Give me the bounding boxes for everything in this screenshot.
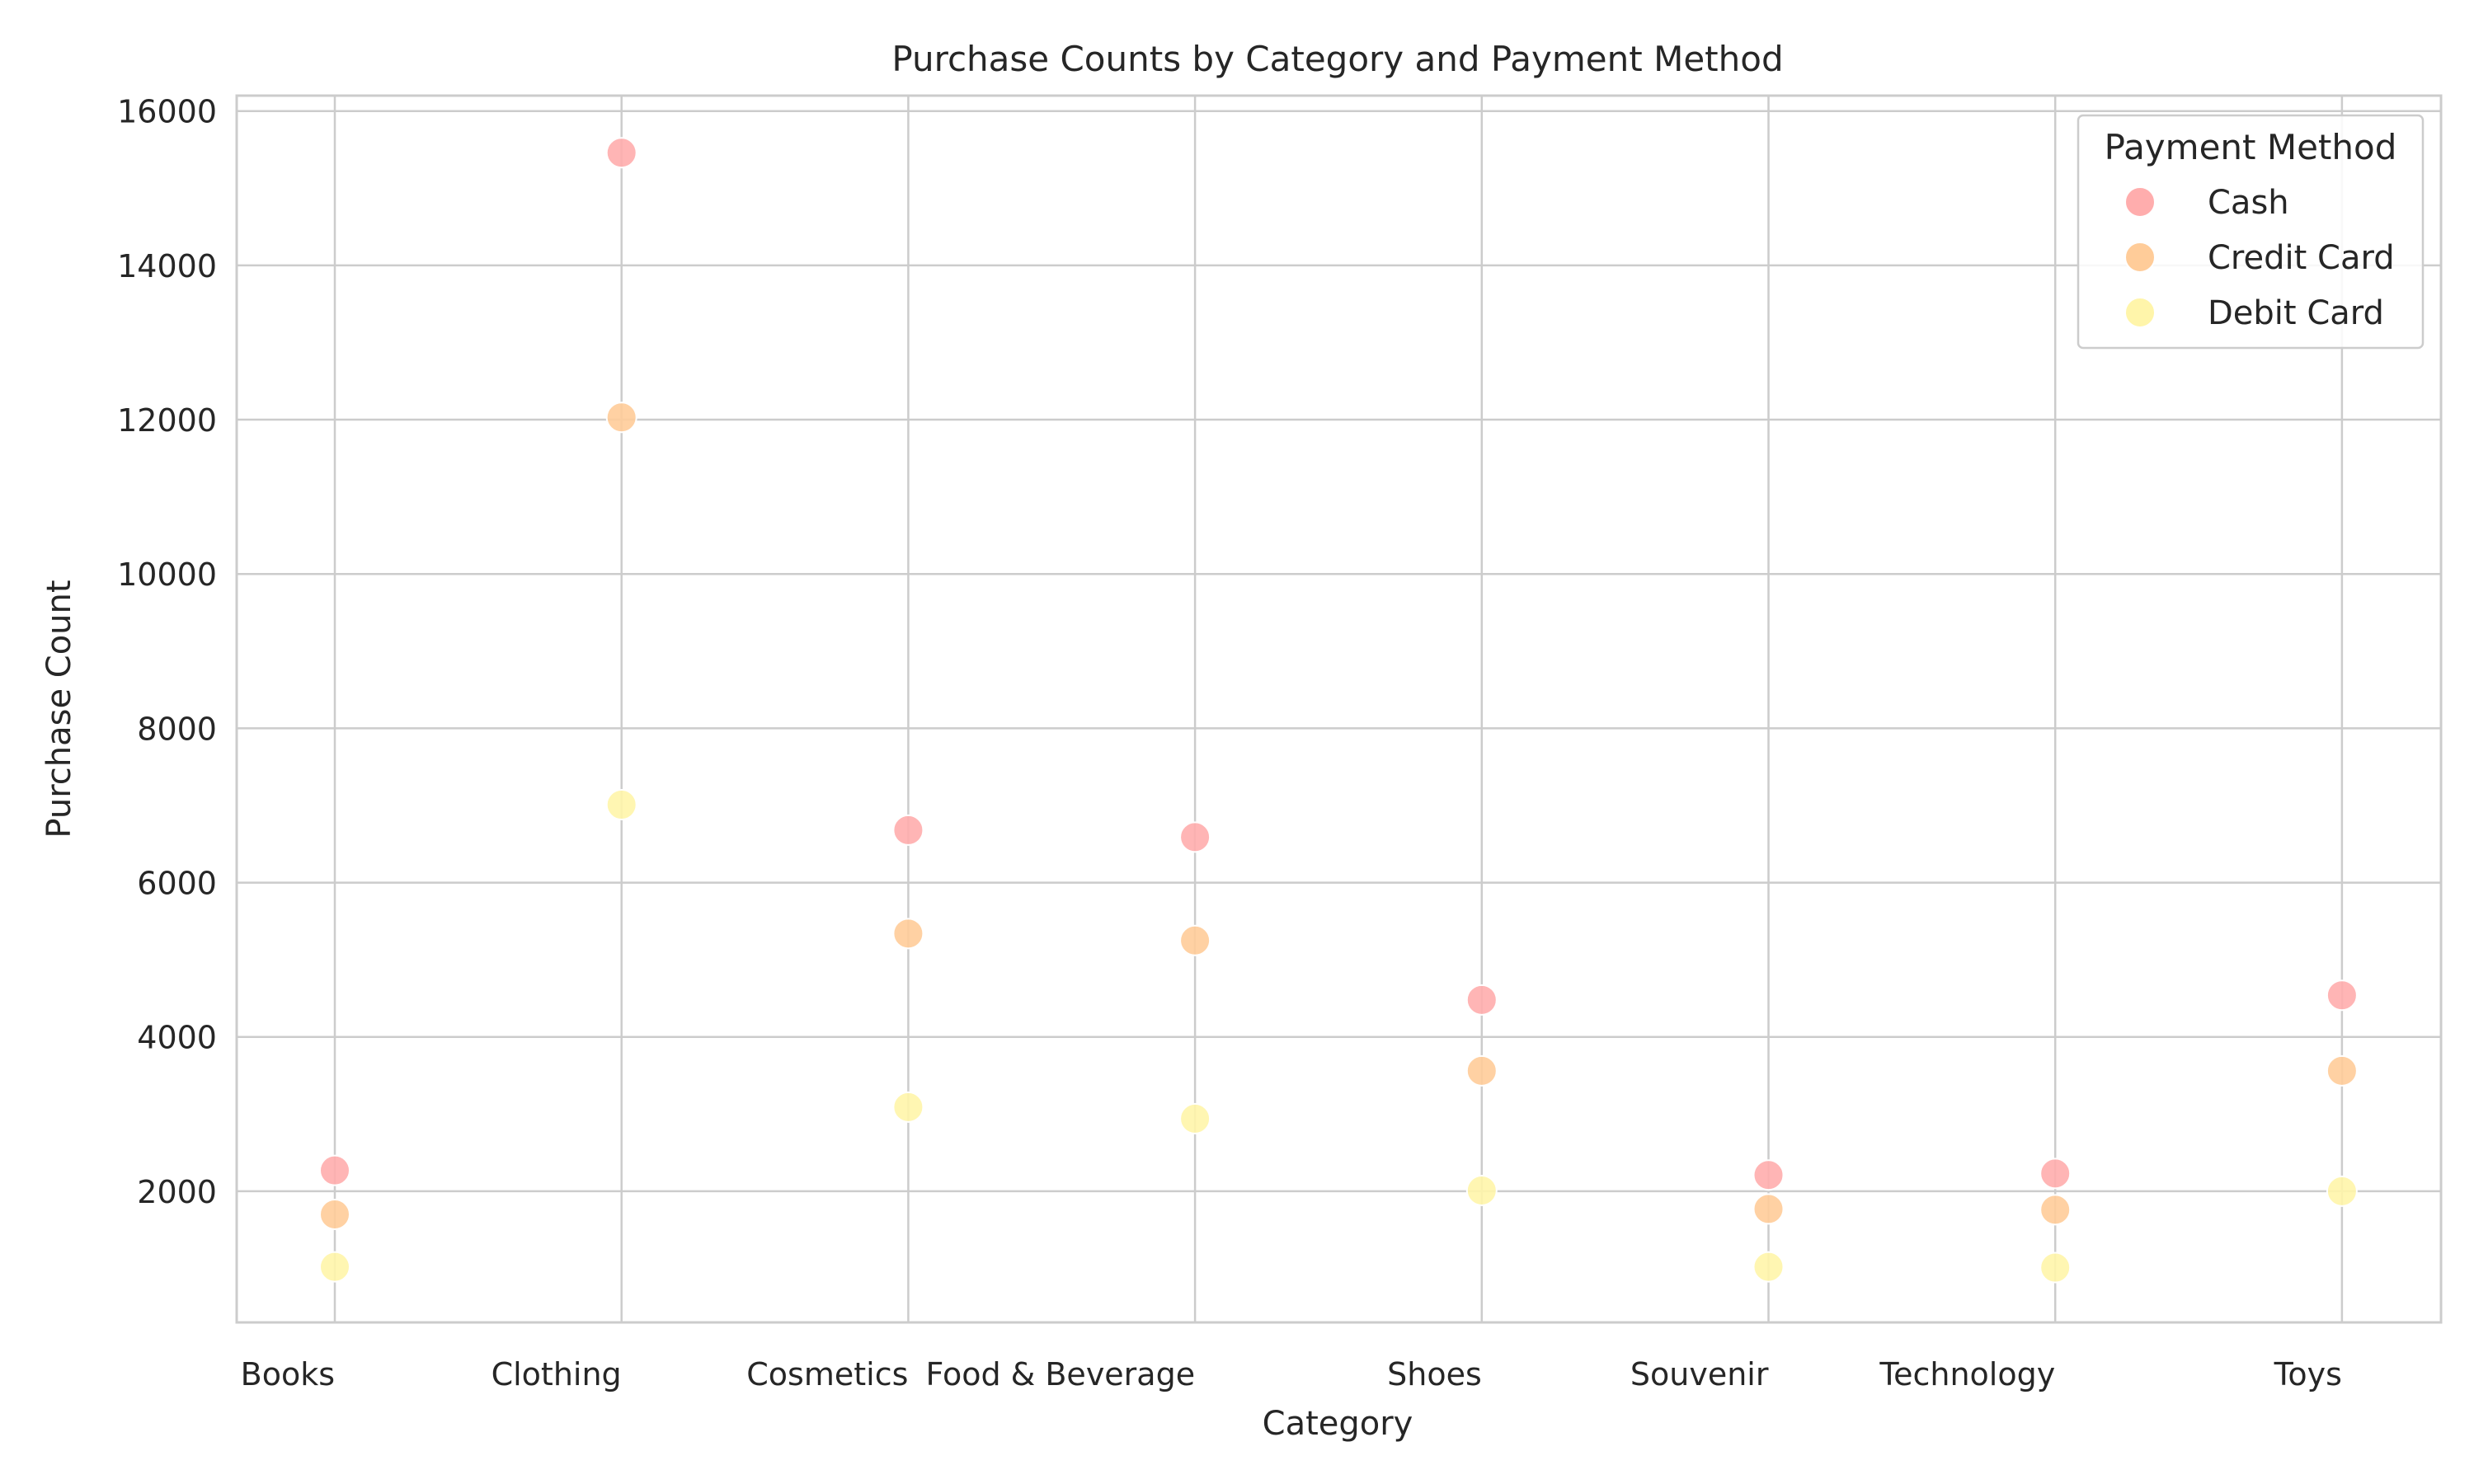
point-debit-card-technology	[2039, 1252, 2072, 1284]
legend-marker-cash	[2124, 186, 2156, 218]
plot-area-frame	[235, 94, 2443, 1324]
point-credit-card-shoes	[1465, 1054, 1498, 1087]
legend-label-credit-card: Credit Card	[2208, 239, 2395, 277]
y-tick-label: 10000	[117, 556, 217, 593]
legend-box	[2077, 114, 2425, 350]
x-tick-label-toys: Toys	[2274, 1356, 2342, 1392]
legend-marker-debit-card	[2124, 297, 2156, 328]
point-debit-card-cosmetics	[892, 1091, 924, 1123]
legend: Payment Method Cash Credit Card Debit Card	[2077, 114, 2425, 350]
point-cash-souvenir	[1752, 1159, 1785, 1191]
point-credit-card-cosmetics	[892, 918, 924, 950]
legend-label-cash: Cash	[2208, 184, 2289, 222]
point-cash-technology	[2039, 1158, 2072, 1190]
y-tick-label: 16000	[117, 94, 217, 130]
x-tick-label-shoes: Shoes	[1387, 1356, 1482, 1392]
point-cash-cosmetics	[892, 814, 924, 846]
legend-label-debit-card: Debit Card	[2208, 294, 2384, 332]
y-tick-label: 12000	[117, 402, 217, 439]
point-cash-books	[319, 1154, 350, 1186]
y-tick-label: 6000	[137, 866, 217, 902]
point-cash-toys	[2326, 979, 2358, 1012]
point-credit-card-food-and-beverage	[1179, 924, 1211, 956]
chart-title: Purchase Counts by Category and Payment …	[891, 39, 1783, 79]
x-axis-label: Category	[1263, 1405, 1413, 1443]
legend-marker-credit-card	[2124, 242, 2156, 273]
point-debit-card-toys	[2326, 1175, 2358, 1207]
point-debit-card-food-and-beverage	[1179, 1102, 1211, 1134]
legend-title: Payment Method	[2105, 127, 2397, 167]
x-tick-label-technology: Technology	[1879, 1356, 2055, 1392]
point-cash-clothing	[605, 137, 637, 169]
point-credit-card-books	[319, 1198, 350, 1230]
x-tick-label-souvenir: Souvenir	[1630, 1356, 1769, 1392]
y-tick-label: 4000	[137, 1020, 217, 1056]
point-debit-card-shoes	[1465, 1174, 1498, 1206]
point-credit-card-technology	[2039, 1194, 2072, 1226]
y-tick-label: 2000	[137, 1174, 217, 1210]
x-axis-ticks: Books Clothing Cosmetics Food & Beverage Sho…	[241, 1356, 2342, 1392]
point-cash-shoes	[1465, 984, 1498, 1016]
point-debit-card-clothing	[605, 789, 637, 821]
point-credit-card-clothing	[605, 402, 637, 434]
x-tick-label-food-and-beverage: Food & Beverage	[925, 1356, 1195, 1392]
x-tick-label-clothing: Clothing	[492, 1356, 622, 1392]
x-tick-label-cosmetics: Cosmetics	[746, 1356, 908, 1392]
y-axis-ticks: 2000 4000 6000 8000 10000 12000 14000 16000	[117, 94, 217, 1210]
point-debit-card-souvenir	[1752, 1251, 1785, 1283]
point-credit-card-toys	[2326, 1054, 2358, 1087]
point-credit-card-souvenir	[1752, 1193, 1785, 1225]
point-debit-card-books	[319, 1251, 350, 1283]
y-tick-label: 14000	[117, 248, 217, 284]
y-tick-label: 8000	[137, 711, 217, 747]
x-tick-label-books: Books	[241, 1356, 335, 1392]
y-axis-label: Purchase Count	[40, 580, 78, 838]
legend-entries: Cash Credit Card Debit Card	[2124, 184, 2395, 332]
data-points	[319, 137, 2358, 1284]
point-cash-food-and-beverage	[1179, 821, 1211, 853]
